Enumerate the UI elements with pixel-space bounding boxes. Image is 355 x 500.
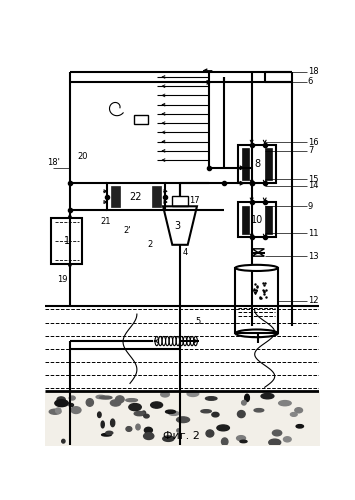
Ellipse shape [169,412,179,416]
Ellipse shape [261,394,274,399]
Bar [152,186,161,207]
Ellipse shape [126,426,132,432]
Ellipse shape [106,432,113,434]
Text: 18': 18' [47,158,60,167]
Ellipse shape [296,424,304,428]
Ellipse shape [62,440,65,443]
Text: 2: 2 [147,240,152,250]
Text: 4: 4 [182,248,187,257]
Bar [235,268,278,334]
Ellipse shape [129,404,141,410]
Text: 14: 14 [308,181,318,190]
Ellipse shape [55,408,61,414]
Ellipse shape [49,409,61,414]
Text: 6: 6 [308,77,313,86]
Ellipse shape [237,410,245,418]
Ellipse shape [236,436,246,440]
Ellipse shape [111,419,115,426]
Ellipse shape [144,414,149,418]
Text: 3: 3 [174,220,180,230]
Ellipse shape [96,396,105,398]
Ellipse shape [295,408,302,413]
Ellipse shape [134,412,144,416]
Bar [51,218,82,264]
Bar [266,206,272,234]
Text: 18: 18 [308,67,318,76]
Ellipse shape [115,396,124,402]
Ellipse shape [163,436,174,442]
Ellipse shape [177,429,180,432]
Text: 2': 2' [124,226,131,235]
Text: 17: 17 [189,196,200,205]
Ellipse shape [217,425,229,431]
Ellipse shape [245,394,250,402]
Ellipse shape [222,438,228,446]
Bar [266,148,272,180]
Ellipse shape [102,434,111,436]
Ellipse shape [55,400,68,406]
Bar [111,186,120,207]
Ellipse shape [126,398,137,402]
Ellipse shape [187,391,199,396]
Bar [134,114,148,124]
Ellipse shape [201,410,211,413]
Ellipse shape [86,398,93,406]
Ellipse shape [151,402,163,408]
Ellipse shape [206,396,217,400]
Text: 13: 13 [308,252,318,261]
Ellipse shape [57,397,65,402]
Ellipse shape [242,400,246,405]
Text: 21: 21 [101,217,111,226]
Ellipse shape [144,432,154,440]
Ellipse shape [110,400,121,406]
Bar [238,144,276,183]
Ellipse shape [101,421,104,428]
Ellipse shape [100,396,112,399]
Text: 5: 5 [195,318,201,326]
Bar [172,196,188,206]
Text: 15: 15 [308,175,318,184]
Text: 16: 16 [308,138,318,147]
Ellipse shape [272,430,282,436]
Bar [242,148,248,180]
Bar [107,183,165,210]
Ellipse shape [69,396,75,400]
Text: 20: 20 [78,152,88,161]
Ellipse shape [283,436,291,442]
Ellipse shape [71,406,81,414]
Bar [242,206,248,234]
Text: 1: 1 [64,236,70,246]
Ellipse shape [161,392,169,397]
Ellipse shape [165,410,175,414]
Text: 22: 22 [130,192,142,202]
Ellipse shape [269,439,281,446]
Ellipse shape [144,428,152,433]
Ellipse shape [69,404,73,406]
Text: 12: 12 [308,296,318,305]
Ellipse shape [176,417,190,422]
Ellipse shape [206,430,214,437]
Text: 8: 8 [254,159,260,169]
Bar [238,202,276,237]
Ellipse shape [235,265,278,271]
Ellipse shape [254,408,264,412]
Text: 9: 9 [308,202,313,211]
Ellipse shape [136,424,140,430]
Ellipse shape [98,412,101,418]
Text: 10: 10 [251,215,263,225]
Ellipse shape [240,440,247,442]
Text: 19: 19 [57,275,67,284]
Ellipse shape [279,400,291,406]
Ellipse shape [212,412,219,417]
Text: 11: 11 [308,229,318,238]
Ellipse shape [142,411,146,416]
Text: 7: 7 [308,146,313,156]
Text: Фиг. 2: Фиг. 2 [163,431,200,441]
Ellipse shape [290,412,297,416]
